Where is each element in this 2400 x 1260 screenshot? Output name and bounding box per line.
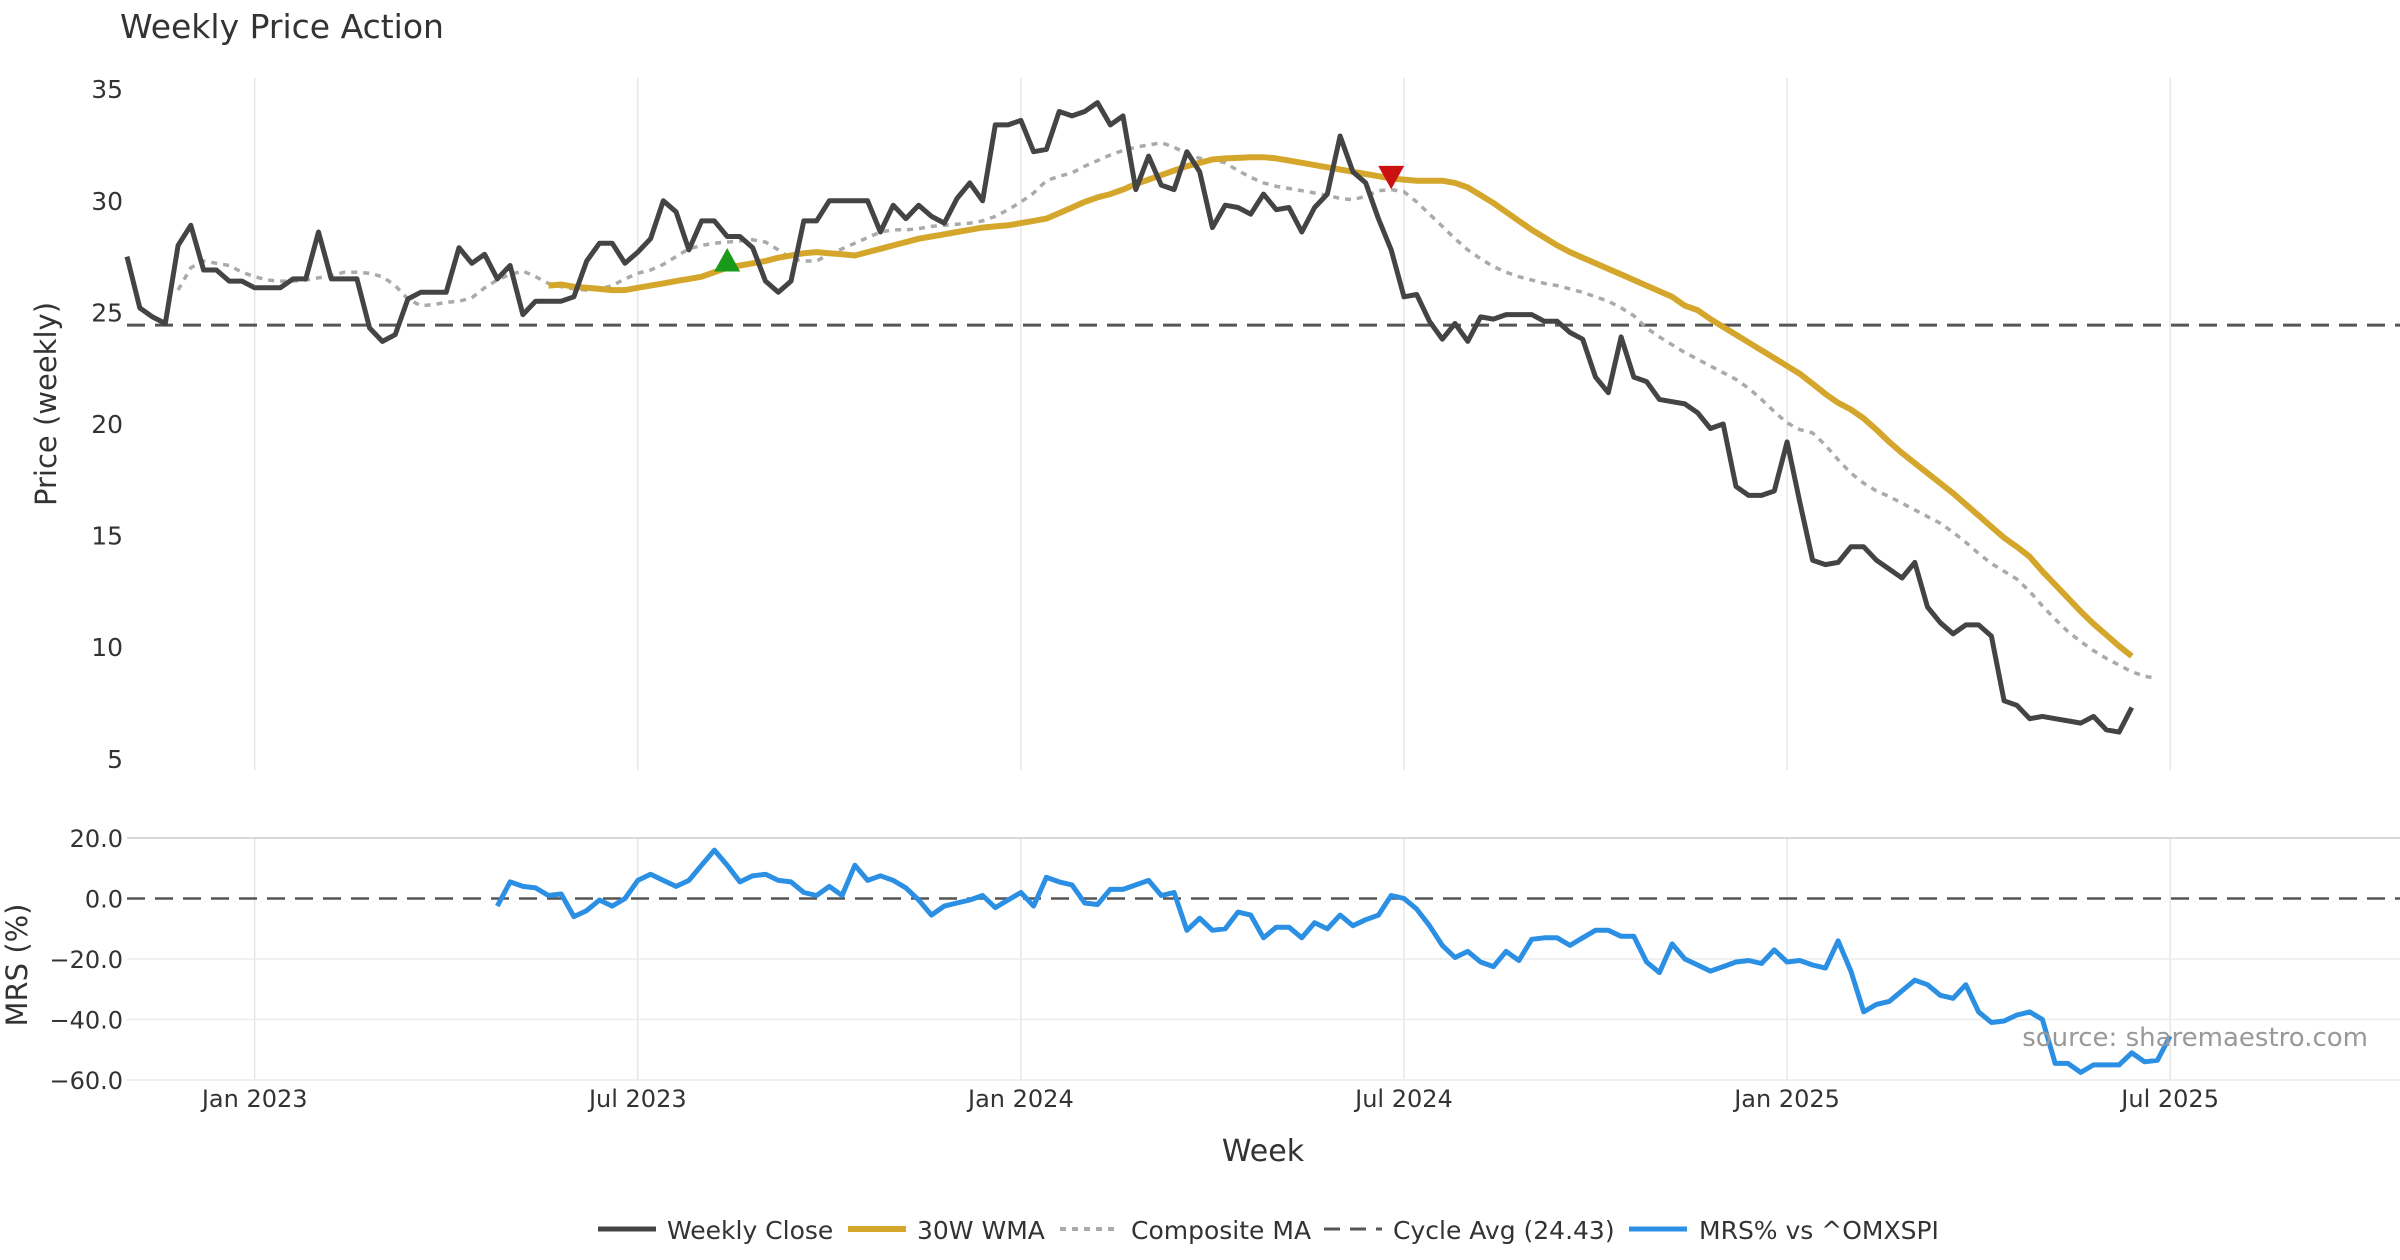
x-tick-label: Jan 2024 <box>966 1085 1074 1113</box>
legend-item-mrs: MRS% vs ^OMXSPI <box>1629 1216 1939 1245</box>
price-y-tick-label: 25 <box>91 298 123 327</box>
price-y-axis-label: Price (weekly) <box>29 302 63 506</box>
legend: Weekly Close 30W WMA Composite MA Cycle … <box>598 1216 1939 1245</box>
price-y-tick-label: 20 <box>91 410 123 439</box>
price-y-tick-label: 5 <box>107 745 123 774</box>
price-y-tick-label: 15 <box>91 522 123 551</box>
mrs-y-tick-label: −60.0 <box>49 1067 123 1095</box>
mrs-grid <box>127 837 2400 1081</box>
source-note: source: sharemaestro.com <box>2022 1023 2368 1053</box>
series-composite-ma <box>176 140 2158 681</box>
legend-label-composite-ma: Composite MA <box>1131 1216 1311 1245</box>
chart-title: Weekly Price Action <box>120 7 444 46</box>
price-y-tick-label: 30 <box>91 187 123 216</box>
x-tick-label: Jul 2025 <box>2119 1085 2219 1113</box>
legend-item-weekly-close: Weekly Close <box>598 1216 833 1245</box>
series-mrs-vs-omxspi <box>495 847 2173 1075</box>
price-y-ticks: 5 10 15 20 25 30 35 <box>91 75 123 774</box>
series-30w-wma <box>548 154 2134 659</box>
legend-label-weekly-close: Weekly Close <box>667 1216 833 1245</box>
x-tick-label: Jan 2023 <box>200 1085 308 1113</box>
legend-label-mrs: MRS% vs ^OMXSPI <box>1699 1216 1939 1245</box>
sell-signal-marker <box>1378 165 1405 190</box>
mrs-y-axis-label: MRS (%) <box>0 904 34 1027</box>
mrs-y-tick-label: 20.0 <box>70 825 123 853</box>
mrs-y-ticks: −60.0 −40.0 −20.0 0.0 20.0 <box>49 825 123 1095</box>
series-weekly-close <box>124 100 2135 735</box>
x-axis-ticks: Jan 2023 Jul 2023 Jan 2024 Jul 2024 Jan 2025… <box>200 1085 2219 1113</box>
mrs-panel: −60.0 −40.0 −20.0 0.0 20.0 MRS (%) source: s… <box>0 825 2400 1095</box>
price-y-tick-label: 35 <box>91 75 123 104</box>
mrs-y-tick-label: −40.0 <box>49 1007 123 1035</box>
price-y-tick-label: 10 <box>91 633 123 662</box>
legend-item-composite-ma: Composite MA <box>1060 1216 1311 1245</box>
buy-signal-marker <box>714 248 741 272</box>
legend-label-30w-wma: 30W WMA <box>917 1216 1045 1245</box>
mrs-y-tick-label: −20.0 <box>49 946 123 974</box>
x-axis-label: Week <box>1222 1134 1305 1169</box>
x-tick-label: Jul 2023 <box>587 1085 687 1113</box>
mrs-y-tick-label: 0.0 <box>85 886 123 914</box>
signal-markers <box>714 165 1405 272</box>
legend-label-cycle-avg: Cycle Avg (24.43) <box>1393 1216 1615 1245</box>
x-tick-label: Jul 2024 <box>1353 1085 1453 1113</box>
legend-item-cycle-avg: Cycle Avg (24.43) <box>1324 1216 1615 1245</box>
x-tick-label: Jan 2025 <box>1732 1085 1840 1113</box>
legend-item-30w-wma: 30W WMA <box>848 1216 1045 1245</box>
price-panel: 5 10 15 20 25 30 35 Price (weekly) <box>29 75 2400 774</box>
